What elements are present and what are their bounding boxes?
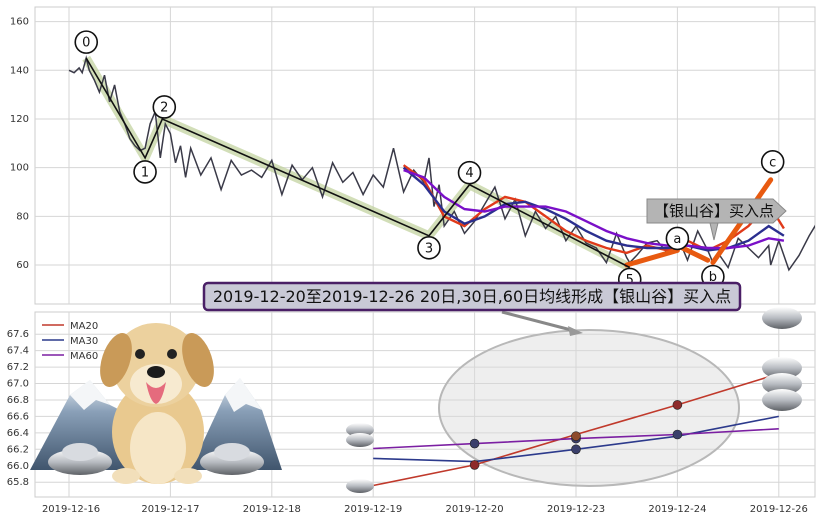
wave-abc-segment: [624, 247, 680, 268]
legend: MA20 MA30 MA60: [42, 321, 98, 362]
wave-point-circle: [665, 226, 690, 251]
buy-point-label: 【银山谷】买入点: [654, 202, 774, 220]
wave-point-3: 3: [417, 236, 441, 260]
wave-point-4: 4: [457, 160, 482, 185]
crossover-marker: [571, 431, 581, 441]
wave-abc-segment: [680, 245, 711, 263]
crossover-marker: [469, 438, 480, 449]
wave-point-label: a: [673, 232, 681, 247]
top-ytick-label: 80: [16, 211, 29, 222]
bottom-ytick-label: 66.4: [7, 428, 29, 439]
highlight-ellipse: [438, 329, 740, 487]
top-plot-area: [34, 6, 816, 305]
xtick-label: 2019-12-17: [141, 504, 199, 515]
bottom-ytick-label: 66.6: [7, 411, 29, 422]
bottom-ytick-label: 66.8: [7, 395, 29, 406]
top-ytick-label: 140: [10, 65, 29, 76]
buy-point-arrow-label: 【银山谷】买入点: [646, 198, 787, 241]
wave-point-circle: [760, 150, 785, 174]
bottom-ytick-label: 66.2: [7, 444, 29, 455]
wave-point-circle: [74, 30, 99, 54]
wave-point-circle: [417, 236, 441, 260]
legend-ma30: MA30: [70, 336, 98, 347]
xtick-label: 2019-12-24: [648, 504, 706, 515]
xtick-label: 2019-12-16: [42, 504, 100, 515]
dog-icon: [100, 323, 214, 484]
xtick-label: 2019-12-23: [547, 504, 605, 515]
top-ytick-label: 120: [10, 114, 29, 125]
top-ytick-label: 100: [10, 163, 29, 174]
ingot-icons: [346, 307, 802, 493]
wave-point-label: 3: [425, 241, 433, 256]
annotation-text: 2019-12-20至2019-12-26 20日,30日,60日均线形成【银山…: [213, 287, 731, 306]
xtick-label: 2019-12-20: [446, 504, 504, 515]
wave-point-label: 2: [160, 100, 168, 115]
wave-point-label: 0: [82, 36, 90, 51]
price-line: [68, 55, 815, 272]
wave-point-label: c: [769, 155, 776, 170]
xtick-label: 2019-12-18: [243, 504, 301, 515]
top-ytick-label: 60: [16, 260, 29, 271]
top-ytick-label: 160: [10, 17, 29, 28]
wave-point-circle: [152, 95, 177, 119]
crossover-marker: [672, 429, 683, 440]
wave-point-a: a: [665, 226, 690, 251]
xtick-label: 2019-12-26: [750, 504, 808, 515]
wave-point-label: 5: [626, 273, 634, 288]
wave-point-label: 4: [465, 166, 473, 181]
crossover-marker: [469, 460, 480, 470]
wave-point-label: 1: [141, 165, 149, 180]
bottom-ytick-label: 67.4: [7, 346, 29, 357]
wave-point-label: b: [709, 270, 717, 285]
elliott-wave-line: [85, 57, 631, 269]
bottom-ytick-label: 65.8: [7, 477, 29, 488]
xtick-label: 2019-12-19: [344, 504, 402, 515]
bottom-ytick-label: 66.0: [7, 461, 29, 472]
crossover-marker: [571, 444, 581, 455]
wave-point-2: 2: [152, 95, 177, 119]
wave-point-1: 1: [133, 160, 157, 184]
wave-point-0: 0: [74, 30, 99, 54]
wave-point-c: c: [760, 150, 785, 174]
bottom-ytick-label: 67.6: [7, 329, 29, 340]
legend-ma60: MA60: [70, 351, 98, 362]
silver-ingot-icon: [48, 443, 264, 475]
wave-point-circle: [457, 160, 482, 185]
bottom-ytick-label: 67.2: [7, 362, 29, 373]
crossover-marker: [672, 400, 683, 410]
legend-ma20: MA20: [70, 321, 98, 332]
wave-point-circle: [133, 160, 157, 184]
annotation-callout: 2019-12-20至2019-12-26 20日,30日,60日均线形成【银山…: [202, 281, 742, 336]
bottom-ytick-label: 67.0: [7, 379, 29, 390]
